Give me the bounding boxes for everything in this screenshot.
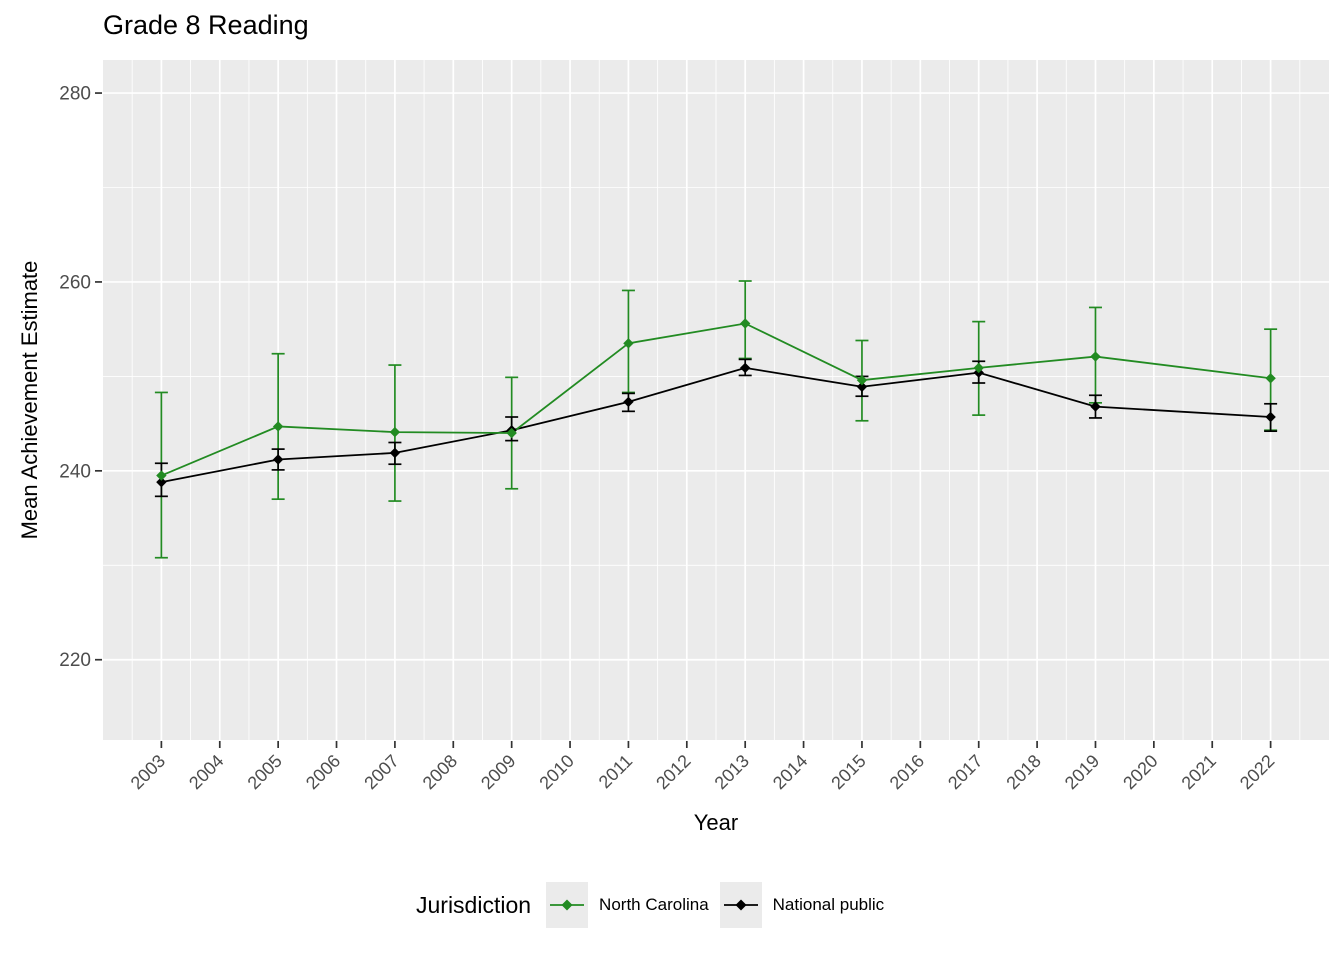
data-point	[1265, 411, 1276, 423]
data-point	[739, 362, 751, 374]
data-point	[389, 426, 401, 438]
data-point	[389, 447, 401, 459]
x-tick-label: 2017	[944, 751, 986, 793]
y-tick-label: 220	[59, 650, 91, 671]
x-tick-label: 2004	[185, 751, 227, 793]
data-point	[272, 421, 284, 432]
x-tick-label: 2011	[595, 751, 637, 793]
x-tick-labels: 2003 2004 2005 2006 2007 2008 2009 2010 2011 2012…	[127, 751, 1279, 793]
data-point	[623, 396, 634, 408]
data-point	[623, 338, 634, 349]
legend-label-national-public: National public	[772, 895, 885, 914]
data-point	[506, 427, 517, 439]
series-points-national-public	[156, 362, 1276, 488]
y-tick-label: 260	[59, 272, 91, 293]
data-point	[156, 470, 167, 481]
legend-key-icon-national-public	[719, 882, 762, 928]
chart-title: Grade 8 Reading	[103, 10, 309, 40]
x-tick-label: 2020	[1119, 751, 1161, 793]
x-tick-label: 2007	[360, 751, 402, 793]
data-point	[973, 362, 984, 374]
x-tick-label: 2003	[127, 751, 169, 793]
x-tick-label: 2012	[652, 751, 694, 793]
data-point	[739, 318, 751, 329]
y-tick-label: 240	[59, 461, 91, 482]
series-line-north-carolina	[161, 322, 1271, 477]
y-tick-labels: 220 240 260 280	[59, 84, 91, 672]
y-axis-title: Mean Achievement Estimate	[17, 260, 42, 540]
x-tick-label: 2018	[1002, 751, 1044, 793]
legend-title: Jurisdiction	[416, 891, 532, 918]
x-tick-label: 2009	[477, 751, 519, 793]
data-point	[1090, 351, 1101, 362]
x-tick-label: 2021	[1178, 751, 1220, 793]
axis-tick-marks	[95, 92, 1272, 748]
data-point	[1090, 401, 1101, 412]
x-tick-label: 2010	[535, 751, 577, 793]
legend: Jurisdiction North Carolina National pub…	[416, 881, 884, 929]
x-axis-title: Year	[693, 810, 739, 835]
x-tick-label: 2014	[769, 751, 811, 793]
x-tick-label: 2013	[711, 751, 753, 793]
data-point	[856, 374, 868, 386]
minor-gridlines	[103, 60, 1329, 740]
data-point	[1265, 373, 1276, 384]
x-tick-label: 2022	[1236, 751, 1278, 793]
x-tick-label: 2015	[827, 751, 869, 793]
y-tick-label: 280	[59, 84, 91, 105]
legend-label-north-carolina: North Carolina	[599, 895, 709, 914]
x-tick-label: 2008	[419, 751, 461, 793]
legend-key-icon-north-carolina	[546, 882, 589, 928]
x-tick-label: 2016	[886, 751, 928, 793]
x-tick-label: 2019	[1061, 751, 1103, 793]
x-tick-label: 2005	[244, 751, 286, 793]
x-tick-label: 2006	[302, 751, 344, 793]
data-point	[156, 476, 167, 488]
data-point	[856, 381, 868, 392]
data-point	[272, 454, 284, 465]
series-line-national-public	[161, 366, 1271, 484]
series-points-north-carolina	[156, 318, 1276, 481]
